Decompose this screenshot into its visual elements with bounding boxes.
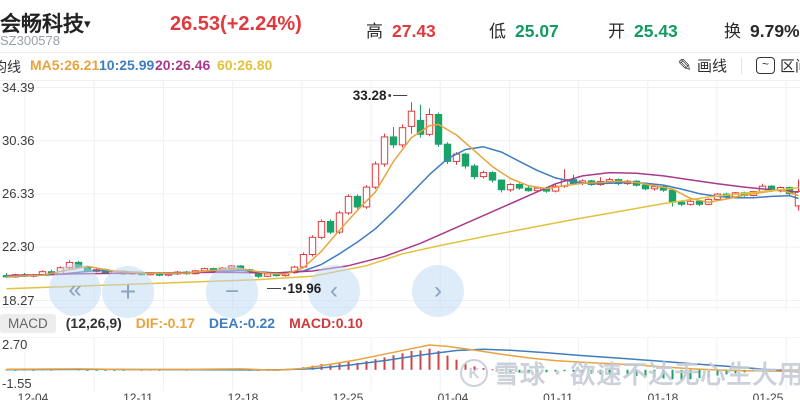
macd-legend-row: MACD (12,26,9) DIF:-0.17 DEA:-0.22 MACD:…: [0, 307, 800, 338]
min-price-annotation: 19.96: [266, 281, 321, 296]
y-axis-tick: 30.36: [2, 132, 35, 148]
ma20-value: 20:26.46: [155, 57, 211, 73]
macd-params: (12,26,9): [65, 315, 122, 331]
macd-axis-tick: -1.55: [2, 376, 32, 392]
x-axis-date-label: 12-18: [227, 391, 259, 400]
x-axis-date-label: 12-11: [123, 391, 153, 400]
macd-axis-tick: 2.70: [2, 337, 28, 353]
x-axis-date-label: 01-11: [543, 391, 573, 400]
chart-tools: ✎画线 ~区间: [664, 55, 800, 76]
pencil-icon: ✎: [677, 55, 692, 75]
minus-icon: −: [224, 278, 239, 305]
range-stat-button[interactable]: ~区间: [755, 55, 800, 76]
stat-high: 高 27.43: [366, 21, 436, 41]
crosshair-button[interactable]: +: [102, 266, 154, 318]
chevron-left-icon: ‹: [330, 277, 338, 304]
chevron-right-icon: ›: [434, 277, 442, 304]
macd-indicator-button[interactable]: MACD: [0, 313, 56, 333]
stock-name-dropdown[interactable]: 会畅科技▾: [0, 8, 91, 38]
ma10-value: 10:25.99: [99, 57, 155, 73]
stat-turnover: 换 9.79%: [724, 21, 800, 41]
x-axis-date-label: 01-04: [437, 391, 469, 400]
dea-value: DEA:-0.22: [208, 315, 276, 331]
crosshair-icon: +: [119, 276, 137, 307]
macd-value: MACD:0.10: [289, 315, 363, 331]
jump-start-button[interactable]: «: [49, 264, 101, 316]
stat-open: 开 25.43: [608, 21, 678, 41]
y-axis-tick: 26.33: [2, 186, 35, 201]
pan-left-button[interactable]: ‹: [308, 265, 360, 317]
header: 会畅科技▾ SZ300578 26.53(+2.24%) 高 27.43 低 25.…: [0, 0, 800, 53]
x-axis-date-label: 01-18: [647, 391, 679, 400]
ma5-value: MA5:26.21: [30, 57, 100, 73]
x-axis-labels: 12-04 12-11 12-18 12-25 01-04 01-11 01-18 01-25: [0, 391, 800, 400]
stock-name: 会畅科技: [0, 13, 84, 36]
range-icon: ~: [755, 57, 775, 74]
candlestick-chart[interactable]: « + − ‹ › 33.28 19.96 34.39 30.36 26.33 22.…: [0, 79, 800, 318]
main-chart-svg: [0, 80, 800, 310]
pan-right-button[interactable]: ›: [412, 265, 464, 317]
macd-svg: [5, 338, 800, 391]
x-axis-date-label: 12-04: [17, 391, 49, 400]
max-price-annotation: 33.28: [353, 88, 408, 103]
double-chevron-left-icon: «: [68, 276, 82, 303]
ma-legend-title: 均线: [0, 59, 21, 75]
y-axis-tick: 34.39: [2, 79, 35, 95]
ma60-value: 60:26.80: [217, 57, 273, 73]
y-axis-tick: 18.27: [2, 292, 35, 308]
dif-value: DIF:-0.17: [135, 315, 195, 331]
current-price: 26.53(+2.24%): [170, 13, 302, 35]
ma-legend-row: 均线 MA5:26.21 10:25.99 20:26.46 60:26.80 …: [0, 52, 800, 81]
stat-low: 低 25.07: [489, 21, 559, 41]
divider: [740, 57, 742, 74]
chevron-down-icon: ▾: [84, 16, 91, 31]
x-axis-date-label: 01-25: [752, 391, 784, 400]
stock-code: SZ300578: [0, 33, 60, 48]
zoom-out-button[interactable]: −: [206, 266, 258, 318]
draw-line-button[interactable]: ✎ 画线: [677, 55, 727, 76]
x-axis-date-label: 12-25: [332, 391, 364, 400]
macd-pane[interactable]: 2.70 -1.55: [0, 337, 800, 391]
y-axis-tick: 22.30: [2, 239, 35, 255]
